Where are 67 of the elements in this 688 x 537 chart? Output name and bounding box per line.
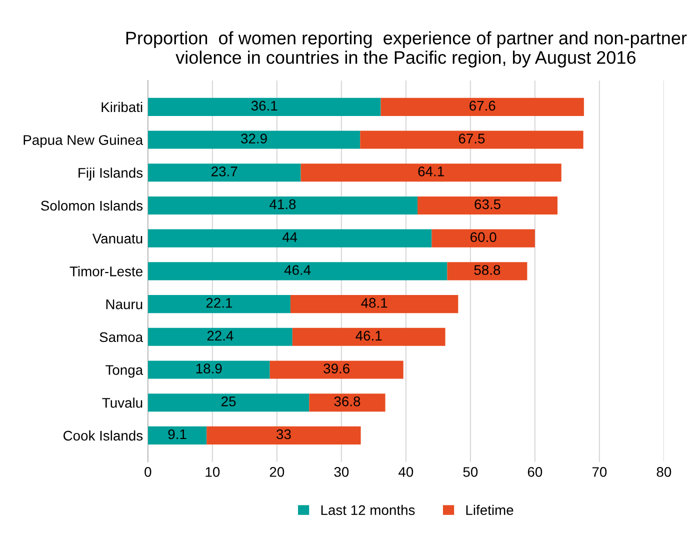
y-tick-label: Vanuatu [92,234,142,244]
x-tick-label: 20 [270,467,284,477]
total-label: 33 [276,429,291,440]
x-tick-label: 40 [398,467,414,477]
bar [148,229,432,248]
x-tick-label: 50 [463,467,478,477]
y-tick-label: Fiji Islands [78,168,143,181]
data-label: 41.8 [270,199,296,210]
bar [270,360,404,379]
bar [148,98,381,116]
y-tick-label: Nauru [106,300,142,310]
bar [148,394,310,412]
bar [300,164,562,182]
bar [148,262,448,280]
total-label: 46.1 [356,330,382,341]
y-tick-label: Tonga [106,365,144,378]
total-label: 58.8 [474,265,500,275]
bar [148,328,292,346]
x-tick-label: 10 [206,467,220,477]
legend-label: Last 12 months [321,504,415,516]
y-tick-label: Kiribati [102,102,142,112]
bar [148,426,207,444]
total-label: 67.6 [470,100,496,111]
y-tick-label: Tuvalu [102,398,142,408]
data-label: 46.4 [284,265,311,275]
bar [290,295,458,314]
x-tick-label: 80 [656,467,672,477]
total-label: 39.6 [324,364,350,374]
data-label: 32.9 [241,134,267,144]
bar [360,130,584,149]
data-label: 9.1 [168,429,186,440]
bar [380,98,584,116]
data-label: 44 [282,232,298,242]
data-label: 22.1 [206,298,232,308]
bar [148,164,301,182]
y-tick-label: Papua New Guinea [24,134,144,148]
bar [309,394,386,412]
data-label: 23.7 [212,166,238,176]
x-tick-label: 0 [144,467,152,477]
chart-title: Proportion of women reporting experience of partner and non-partner violence in countries in the Pacific region, by August 2016 [126,31,687,68]
total-label: 63.5 [474,199,500,210]
bar [148,196,418,215]
y-tick-label: Cook Islands [63,430,143,441]
data-label: 25 [222,396,236,406]
data-label: 36.1 [251,100,278,111]
data-label: 22.4 [207,330,234,340]
bar [447,262,528,280]
y-tick-label: Samoa [100,332,144,342]
total-label: 36.8 [334,396,360,406]
x-tick-label: 30 [334,467,349,477]
total-label: 48.1 [361,298,388,308]
bar [206,426,361,444]
total-label: 64.1 [418,166,444,176]
legend-label: Lifetime [466,504,514,516]
total-label: 60.0 [470,232,496,242]
y-tick-label: Solomon Islands [41,200,143,211]
x-tick-label: 60 [528,467,542,477]
total-label: 67.5 [458,134,485,144]
bar [148,295,290,314]
bar [148,130,360,149]
bar [432,229,535,248]
y-tick-label: Timor-Leste [70,266,142,276]
bar [418,196,558,215]
bar [292,328,446,346]
x-tick-label: 70 [592,467,607,477]
data-label: 18.9 [196,364,222,374]
bar [148,360,270,379]
